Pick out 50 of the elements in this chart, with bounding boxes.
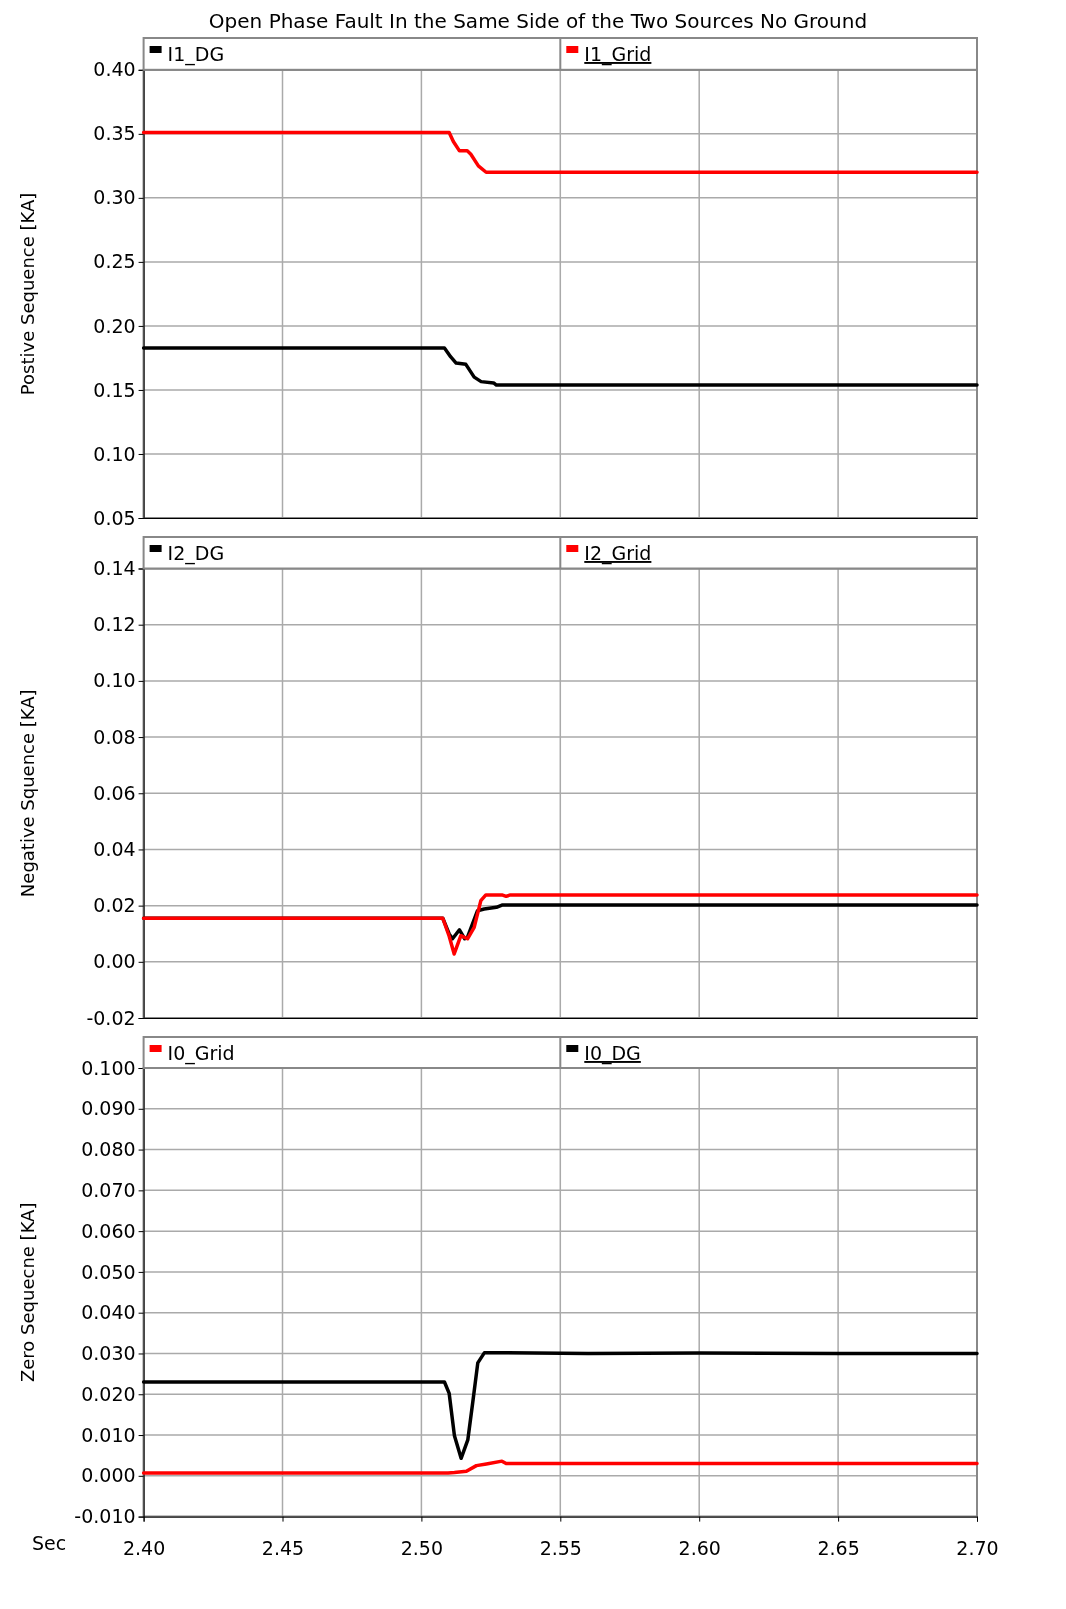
y-tick-label: -0.010: [74, 1505, 136, 1528]
x-axis-title: Sec: [31, 1531, 67, 1554]
y-tick-label: 0.050: [81, 1260, 136, 1283]
y-tick-label: 0.030: [81, 1342, 136, 1365]
y-tick-label: 0.12: [93, 613, 136, 636]
legend-label: I0_Grid: [167, 1042, 235, 1065]
y-tick-label: 0.100: [81, 1056, 136, 1079]
y-tick-label: 0.35: [93, 122, 136, 145]
y-tick-label: 0.040: [81, 1301, 136, 1324]
y-axis-title: Zero Sequecne [KA]: [17, 1202, 38, 1383]
y-tick-label: 0.10: [93, 442, 136, 465]
y-tick-label: 0.20: [93, 314, 136, 337]
y-tick-label: -0.02: [86, 1006, 136, 1029]
x-tick-label: 2.40: [122, 1537, 166, 1559]
y-tick-label: 0.08: [93, 725, 136, 748]
y-tick-label: 0.10: [93, 669, 136, 692]
legend-label: I0_DG: [584, 1042, 641, 1065]
y-tick-label: 0.14: [93, 557, 136, 580]
y-tick-label: 0.000: [81, 1464, 136, 1487]
y-tick-label: 0.30: [93, 186, 136, 209]
legend-label: I2_DG: [167, 542, 225, 565]
x-tick-label: 2.60: [678, 1537, 721, 1559]
x-tick-label: 2.45: [261, 1537, 305, 1559]
y-tick-label: 0.080: [81, 1138, 136, 1161]
y-tick-label: 0.020: [81, 1382, 136, 1405]
y-axis-title: Negative Squence [KA]: [17, 689, 38, 898]
y-tick-label: 0.40: [93, 58, 136, 81]
legend-label: I1_Grid: [584, 43, 652, 66]
legend-label: I2_Grid: [584, 542, 652, 565]
y-tick-label: 0.060: [81, 1219, 136, 1242]
line-series: [141, 130, 979, 174]
y-tick-label: 0.06: [93, 781, 136, 804]
line-series: [141, 1459, 979, 1475]
y-tick-label: 0.090: [81, 1097, 136, 1120]
y-tick-label: 0.00: [93, 950, 136, 973]
x-tick-label: 2.70: [956, 1537, 999, 1559]
line-series: [141, 893, 979, 956]
y-tick-label: 0.25: [93, 250, 136, 273]
chart-title: Open Phase Fault In the Same Side of the Two Sources No Ground: [208, 9, 868, 33]
y-tick-label: 0.15: [93, 378, 136, 401]
legend-label: I1_DG: [167, 43, 225, 66]
x-tick-label: 2.55: [539, 1537, 582, 1559]
y-tick-label: 0.02: [93, 894, 136, 917]
y-tick-label: 0.04: [93, 838, 136, 861]
y-tick-label: 0.010: [81, 1423, 136, 1446]
x-tick-label: 2.50: [400, 1537, 444, 1559]
x-tick-label: 2.65: [817, 1537, 860, 1559]
y-tick-label: 0.05: [93, 506, 136, 529]
y-tick-label: 0.070: [81, 1178, 136, 1201]
y-axis-title: Postive Sequence [KA]: [17, 192, 38, 396]
